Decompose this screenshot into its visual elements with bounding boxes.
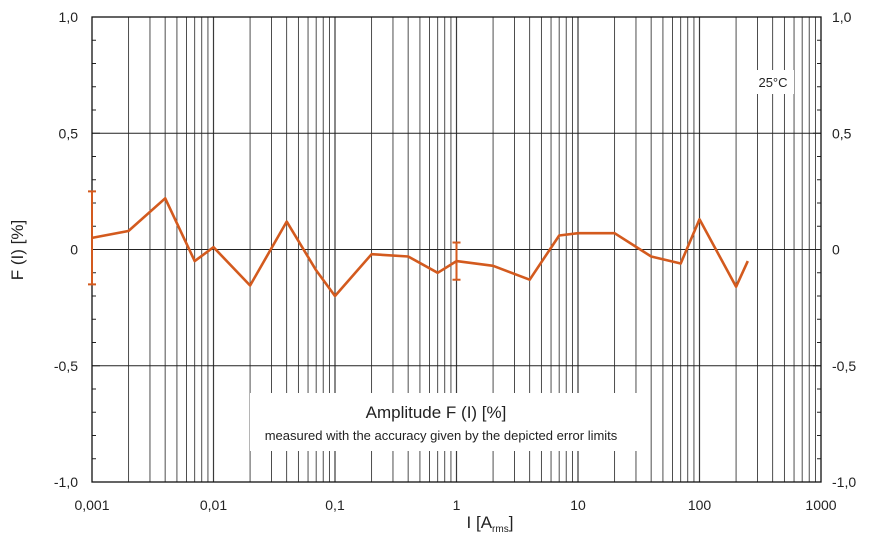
annotation-title: Amplitude F (I) [%] [366,403,507,422]
x-tick-label: 1000 [805,497,836,513]
x-axis-title-end: ] [509,513,514,532]
y-tick-label-right: -1,0 [832,474,856,490]
y-tick-label-left: -0,5 [54,358,78,374]
x-tick-label: 10 [570,497,586,513]
x-tick-label: 0,1 [325,497,345,513]
y-tick-label-right: 0 [832,242,840,258]
x-axis-title-subscript: rms [492,524,509,535]
annotation-background [250,393,650,451]
annotation-subtitle: measured with the accuracy given by the … [265,428,618,443]
x-tick-label: 100 [688,497,712,513]
series-layer [88,190,749,298]
temperature-label: 25°C [758,75,787,90]
y-tick-label-right: -0,5 [832,358,856,374]
y-tick-label-right: 1,0 [832,9,852,25]
x-axis-title: I [Arms] [467,513,514,535]
x-tick-label: 1 [453,497,461,513]
temperature-box: 25°C [752,70,794,94]
y-tick-label-right: 0,5 [832,125,852,141]
y-axis-title: F (I) [%] [8,220,27,280]
y-tick-label-left: 0,5 [59,125,79,141]
annotation-box: Amplitude F (I) [%] measured with the ac… [250,393,650,451]
temperature-background [752,70,794,94]
y-tick-label-left: 0 [70,242,78,258]
y-tick-label-left: -1,0 [54,474,78,490]
data-series-line [91,197,749,298]
x-tick-label: 0,001 [74,497,109,513]
y-tick-labels: 1,0 1,0 0,5 0,5 0 0 -0,5 -0,5 -1,0 -1,0 [54,9,856,490]
x-axis-title-main: I [A [467,513,493,532]
x-tick-label: 0,01 [200,497,227,513]
x-tick-labels: 0,001 0,01 0,1 1 10 100 1000 [74,497,836,513]
y-tick-label-left: 1,0 [59,9,79,25]
